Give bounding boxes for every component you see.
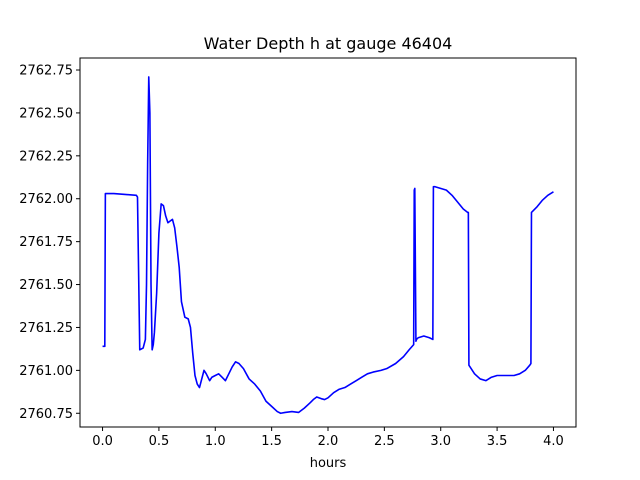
y-tick-label: 2761.50 — [19, 278, 73, 293]
y-tick-label: 2762.00 — [19, 192, 73, 207]
x-axis: 0.0 0.5 1.0 1.5 2.0 2.5 3.0 3.5 4.0 — [92, 427, 564, 449]
x-axis-label: hours — [310, 456, 347, 471]
y-tick-label: 2761.25 — [19, 321, 73, 336]
y-tick-label: 2761.75 — [19, 235, 73, 250]
y-tick-label: 2762.50 — [19, 106, 73, 121]
series-line — [102, 76, 554, 415]
y-tick-label: 2762.25 — [19, 149, 73, 164]
x-tick-label: 0.0 — [92, 434, 113, 449]
x-tick-label: 1.5 — [261, 434, 282, 449]
x-tick-label: 4.0 — [543, 434, 564, 449]
y-axis: 2760.75 2761.00 2761.25 2761.50 2761.75 2762.… — [19, 64, 80, 422]
chart-title: Water Depth h at gauge 46404 — [204, 34, 453, 53]
y-tick-label: 2760.75 — [19, 407, 73, 422]
y-tick-label: 2762.75 — [19, 64, 73, 79]
axes-frame — [79, 57, 577, 428]
x-tick-label: 2.0 — [318, 434, 339, 449]
x-tick-label: 1.0 — [205, 434, 226, 449]
plot-area — [79, 57, 577, 428]
series-layer — [102, 76, 554, 415]
x-tick-label: 0.5 — [149, 434, 170, 449]
x-tick-label: 2.5 — [374, 434, 395, 449]
y-tick-label: 2761.00 — [19, 364, 73, 379]
x-tick-label: 3.5 — [487, 434, 508, 449]
x-tick-label: 3.0 — [430, 434, 451, 449]
